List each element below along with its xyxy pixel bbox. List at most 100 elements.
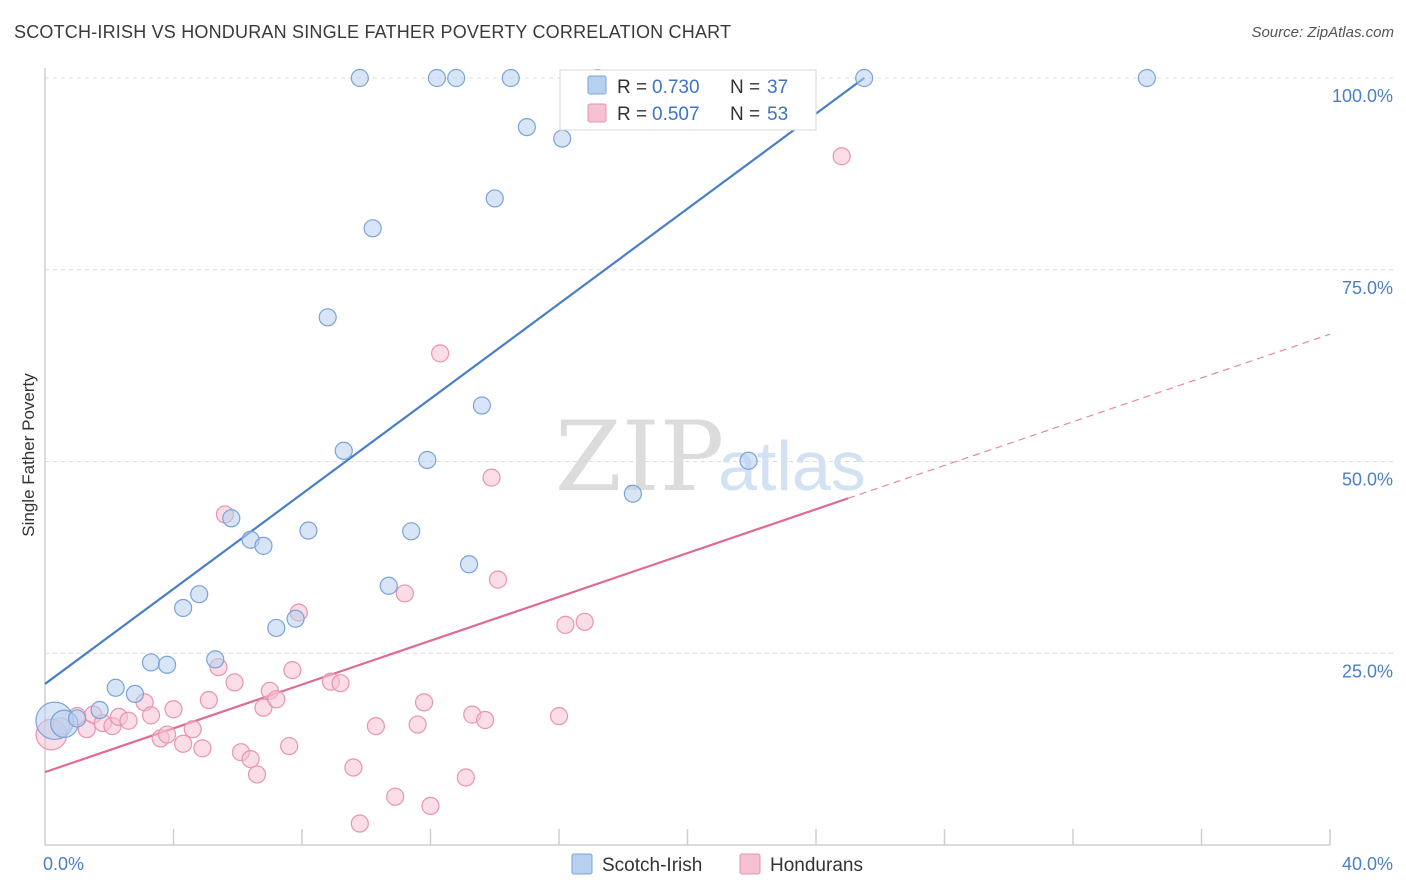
bottom-legend-swatch-scotch-irish <box>571 853 593 875</box>
point-hondurans <box>408 715 427 734</box>
point-scotch-irish <box>739 451 758 470</box>
point-scotch-irish <box>1137 68 1156 88</box>
y-tick-label: 25.0% <box>1342 661 1393 681</box>
point-scotch-irish <box>174 598 193 618</box>
y-axis-label: Single Father Poverty <box>19 373 38 537</box>
point-scotch-irish <box>334 441 353 460</box>
point-hondurans <box>575 612 594 631</box>
bottom-legend-swatch-hondurans <box>739 853 761 875</box>
point-scotch-irish <box>267 618 286 638</box>
trend-line-hondurans <box>44 497 849 774</box>
chart-title: SCOTCH-IRISH VS HONDURAN SINGLE FATHER P… <box>14 22 732 42</box>
legend-swatch-scotch-irish <box>587 75 607 95</box>
point-hondurans <box>174 734 193 753</box>
point-scotch-irish <box>254 536 273 555</box>
y-tick-label: 75.0% <box>1342 278 1393 298</box>
point-scotch-irish <box>222 509 241 528</box>
point-hondurans <box>556 615 575 634</box>
tick-labels: 25.0% 50.0% 75.0% 100.0% 0.0% 40.0% <box>43 86 1393 874</box>
point-hondurans <box>199 690 218 710</box>
point-hondurans <box>331 674 350 693</box>
point-scotch-irish <box>363 219 382 238</box>
point-scotch-irish <box>157 655 177 674</box>
point-hondurans <box>141 706 161 725</box>
trend-extension-hondurans <box>847 333 1331 499</box>
legend-n-value-2: 53 <box>767 104 788 125</box>
point-scotch-irish <box>418 450 437 470</box>
watermark: ZIP atlas <box>555 401 866 513</box>
legend-r-value-1: 0.730 <box>652 77 700 98</box>
y-tick-label: 100.0% <box>1332 86 1393 106</box>
trend-lines <box>44 77 1331 774</box>
point-hondurans <box>476 710 495 730</box>
point-hondurans <box>164 700 183 719</box>
point-scotch-irish <box>90 700 109 720</box>
point-hondurans <box>414 693 434 712</box>
point-hondurans <box>254 698 273 717</box>
point-hondurans <box>386 787 405 806</box>
legend-r-value-2: 0.507 <box>652 104 700 125</box>
point-scotch-irish <box>106 678 125 697</box>
point-scotch-irish <box>286 609 305 628</box>
point-scotch-irish <box>125 684 145 704</box>
point-hondurans <box>344 758 363 777</box>
point-hondurans <box>350 814 369 833</box>
x-tick-label-min: 0.0% <box>43 854 84 874</box>
bottom-legend-label-scotch-irish: Scotch-Irish <box>602 855 702 876</box>
correlation-legend: R = 0.730 N = 37 R = 0.507 N = 53 <box>559 69 817 131</box>
point-scotch-irish <box>379 576 398 595</box>
point-hondurans <box>549 707 569 726</box>
point-scotch-irish <box>427 68 447 88</box>
point-scotch-irish <box>68 709 87 728</box>
point-hondurans <box>267 690 286 709</box>
point-scotch-irish <box>299 521 318 540</box>
legend-n-value-1: 37 <box>767 77 788 98</box>
point-scotch-irish <box>318 308 337 327</box>
point-scotch-irish <box>517 117 536 137</box>
point-hondurans <box>482 468 501 487</box>
point-scotch-irish <box>402 522 421 541</box>
legend-n-label-1: N = <box>730 77 760 98</box>
point-scotch-irish <box>141 653 161 672</box>
point-hondurans <box>193 739 212 758</box>
legend-n-label-2: N = <box>730 104 760 125</box>
watermark-atlas: atlas <box>718 427 866 505</box>
legend-r-label-2: R = <box>617 104 647 125</box>
y-tick-label: 50.0% <box>1342 470 1393 490</box>
data-points <box>35 68 1156 833</box>
point-scotch-irish <box>485 189 504 208</box>
point-scotch-irish <box>553 129 572 148</box>
point-hondurans <box>283 661 302 680</box>
point-scotch-irish <box>855 68 874 88</box>
point-scotch-irish <box>206 650 225 669</box>
point-hondurans <box>421 796 440 815</box>
point-scotch-irish <box>459 555 479 574</box>
point-hondurans <box>488 570 508 589</box>
point-hondurans <box>395 584 414 603</box>
point-scotch-irish <box>501 68 520 88</box>
gridlines <box>45 77 1393 654</box>
point-scotch-irish <box>623 484 642 503</box>
legend-r-label-1: R = <box>617 77 647 98</box>
point-hondurans <box>280 736 299 756</box>
point-hondurans <box>241 749 260 769</box>
point-hondurans <box>456 768 475 787</box>
point-hondurans <box>832 147 851 166</box>
point-scotch-irish <box>350 68 369 88</box>
point-hondurans <box>225 673 244 692</box>
point-hondurans <box>431 344 450 363</box>
point-scotch-irish <box>472 396 491 415</box>
point-hondurans <box>247 765 267 784</box>
legend-swatch-hondurans <box>587 103 607 123</box>
point-scotch-irish <box>190 585 209 604</box>
trend-line-scotch-irish <box>44 77 865 685</box>
point-hondurans <box>183 720 202 739</box>
point-hondurans <box>157 725 177 744</box>
point-hondurans <box>366 717 385 736</box>
source-credit: Source: ZipAtlas.com <box>1251 24 1394 41</box>
series-legend: Scotch-Irish Hondurans <box>571 853 863 876</box>
bottom-legend-label-hondurans: Hondurans <box>770 855 863 876</box>
point-scotch-irish <box>447 68 466 88</box>
point-hondurans <box>119 711 138 730</box>
